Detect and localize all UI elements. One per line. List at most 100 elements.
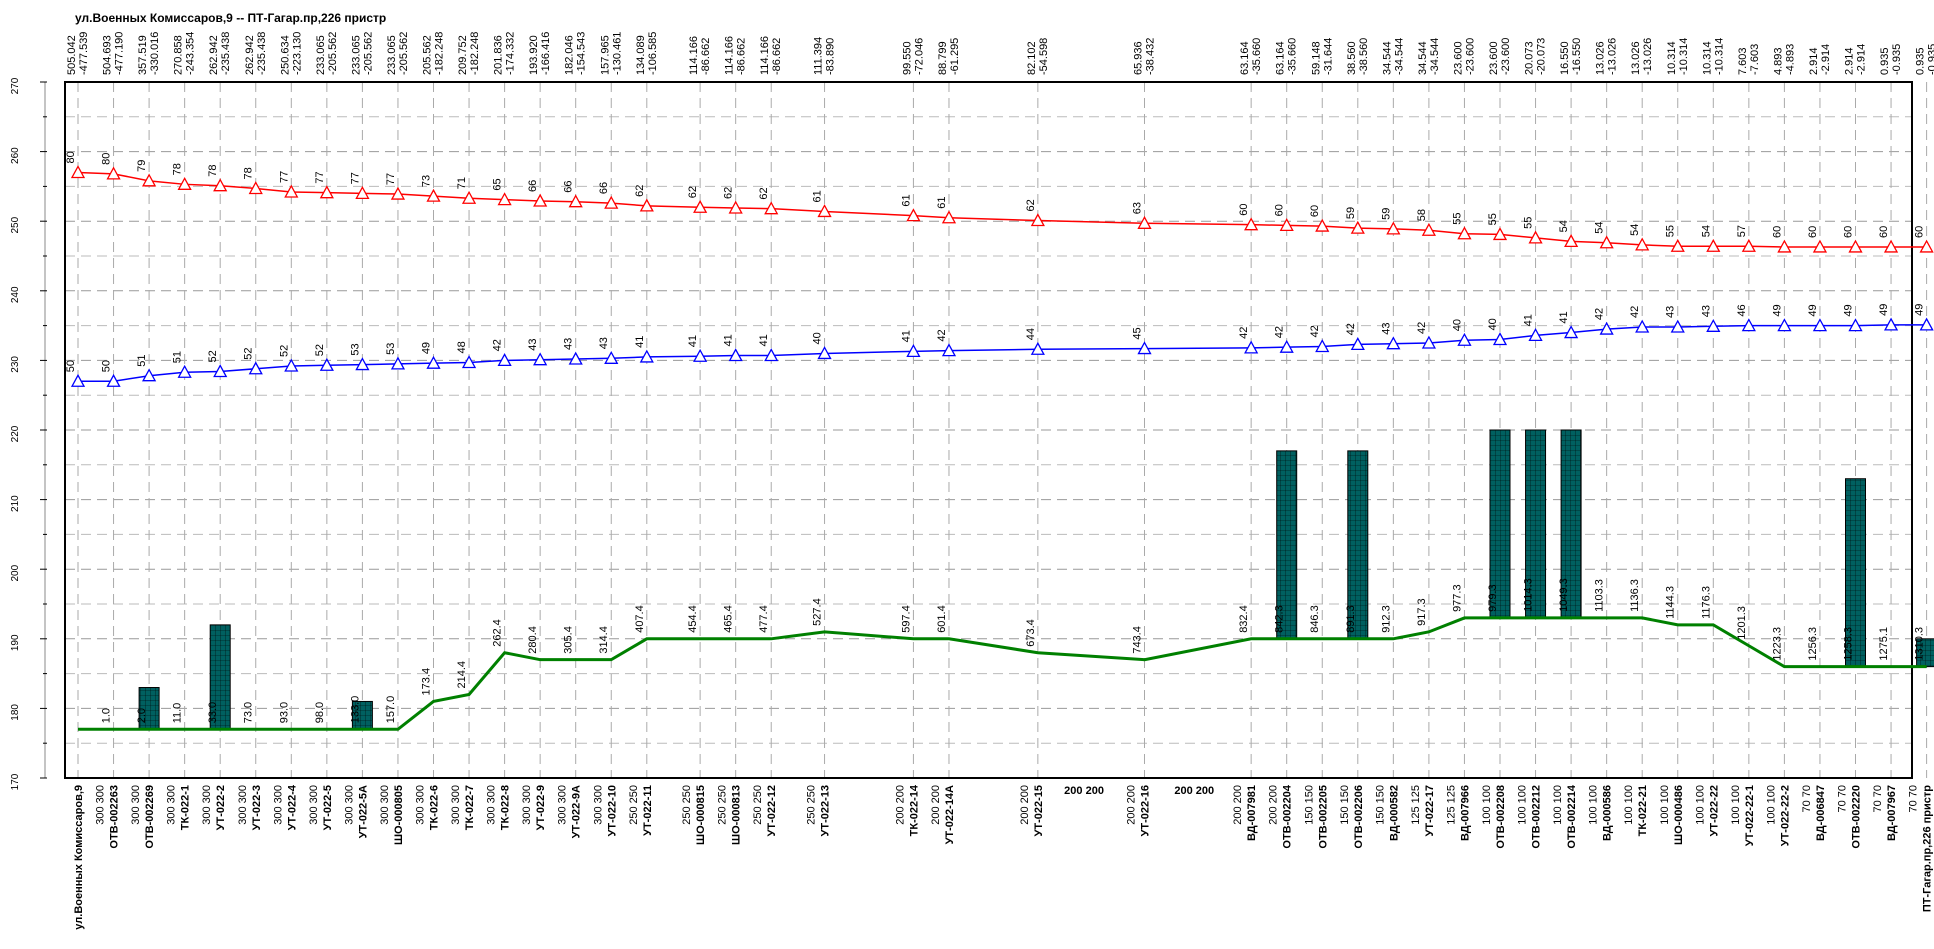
return-marker [1457,332,1472,346]
top-value-1: 2.914 [1808,47,1820,75]
pipe-diameter: 300 300 [237,785,249,825]
supply-pressure-label: 71 [456,177,468,189]
pipe-diameter: 70 70 [1908,785,1920,813]
return-pressure-label: 52 [207,350,219,362]
supply-pressure-label: 54 [1629,224,1641,236]
supply-marker [284,184,299,198]
return-pressure-label: 51 [172,351,184,363]
y-tick-label: 250 [10,216,21,233]
pipe-diameter: 300 300 [557,785,569,825]
return-marker [1599,321,1614,335]
pipe-diameter: 100 100 [1659,785,1671,825]
return-marker [533,352,548,366]
top-value-2: -223.130 [291,32,303,75]
supply-pressure-label: 60 [1274,204,1286,216]
ground-distance-label: 917.3 [1416,598,1428,626]
ground-distance-label: 842.3 [1274,605,1286,633]
y-tick-label: 180 [10,704,21,721]
node-name: УТ-022-5 [322,785,334,830]
return-marker [284,358,299,372]
supply-marker [533,193,548,207]
return-marker [1315,339,1330,353]
top-value-2: -235.438 [220,32,232,75]
pipe-diameter: 300 300 [486,785,498,825]
top-value-2: -20.073 [1536,38,1548,75]
return-pressure-label: 42 [1274,326,1286,338]
pipe-diameter: 300 300 [379,785,391,825]
supply-marker [1279,218,1294,232]
node-name: ОТВ-002204 [1282,784,1294,848]
return-pressure-label: 45 [1132,327,1144,339]
supply-marker [426,188,441,202]
supply-pressure-label: 80 [101,153,113,165]
top-value-1: 88.799 [937,41,949,75]
return-marker [764,348,779,362]
top-value-2: -54.598 [1038,38,1050,75]
supply-marker [764,201,779,215]
pipe-diameter: 300 300 [592,785,604,825]
return-marker [1812,318,1828,332]
return-pressure-label: 42 [492,339,504,351]
return-pressure-label: 41 [634,336,646,348]
return-pressure-label: 40 [812,332,824,344]
top-value-1: 250.634 [279,35,291,75]
top-value-2: -61.295 [949,38,961,75]
top-value-2: -72.046 [913,38,925,75]
supply-marker [1492,227,1508,241]
supply-marker [497,192,512,206]
ground-distance-label: 11.0 [172,703,184,724]
top-value-1: 7.603 [1737,47,1749,75]
return-pressure-label: 49 [1878,304,1890,316]
top-value-1: 10.314 [1701,41,1713,75]
top-value-1: 209.752 [457,35,469,75]
ground-distance-label: 527.4 [812,598,824,626]
supply-marker [639,198,654,212]
return-pressure-label: 53 [385,343,397,355]
return-marker [1528,327,1543,341]
supply-pressure-label: 55 [1487,213,1499,225]
pipe-diameter: 300 300 [95,785,107,825]
return-pressure-label: 41 [758,334,770,346]
node-name: ОТВ-002214 [1566,784,1578,848]
top-value-2: -7.603 [1749,44,1761,75]
node-name: УТ-022-22-1 [1744,785,1756,846]
ground-distance-label: 912.3 [1380,605,1392,633]
top-value-1: 16.550 [1559,41,1571,75]
return-marker [213,364,228,378]
y-axis: 170 180 190 200 210 220 230 240 250 260 270 [10,77,47,790]
top-value-1: 2.914 [1844,47,1856,75]
top-value-1: 0.935 [1915,47,1927,75]
top-value-1: 63.164 [1275,41,1287,75]
return-pressure-label: 51 [136,354,148,366]
pipe-diameter: 300 300 [308,785,320,825]
ground-distance-label: 280.4 [527,626,539,654]
supply-pressure-label: 77 [314,171,326,183]
top-value-2: -330.016 [149,32,161,75]
ground-distance-label: 73.0 [243,702,255,723]
node-name: ОТВ-002263 [109,785,121,849]
supply-marker [1244,217,1259,231]
supply-marker [319,185,334,199]
y-tick-label: 220 [10,425,21,442]
supply-pressure-label: 60 [1878,226,1890,238]
return-marker [1421,335,1436,349]
supply-pressure-label: 55 [1451,212,1463,224]
node-name: УТ-022-2 [215,785,227,830]
top-value-2: -4.893 [1784,44,1796,75]
ground-profile: 1.0 2.0 11.0 33.0 73.0 93.0 98.0 133.0 157.0 173.… [78,578,1927,731]
supply-marker [390,186,406,200]
ground-distance-label: 173.4 [421,668,433,696]
ground-distance-label: 157.0 [385,696,397,724]
ground-distance-label: 1144.3 [1665,586,1677,619]
pipe-diameter: 70 70 [1837,785,1849,813]
supply-marker [248,181,263,195]
pipe-diameter: 300 300 [415,785,427,825]
return-marker [106,373,121,387]
return-marker [568,351,583,365]
pipe-diameter: 150 150 [1303,785,1315,825]
return-pressure-label: 49 [1771,304,1783,316]
supply-marker [1706,238,1721,252]
top-value-2: -86.662 [771,38,783,75]
top-value-1: 99.550 [901,41,913,75]
